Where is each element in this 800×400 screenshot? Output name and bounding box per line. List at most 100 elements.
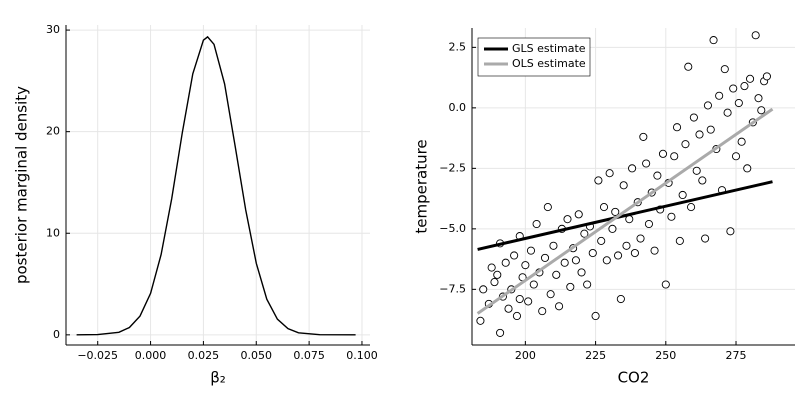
point bbox=[560, 258, 569, 267]
point bbox=[566, 282, 575, 291]
point bbox=[574, 210, 583, 219]
point bbox=[549, 241, 558, 250]
point bbox=[532, 219, 541, 229]
point bbox=[501, 258, 510, 267]
point bbox=[628, 164, 637, 173]
x-tick-label: 0.000 bbox=[135, 349, 167, 362]
point bbox=[571, 256, 580, 265]
point bbox=[552, 270, 561, 279]
point bbox=[644, 219, 653, 229]
y-tick-label: 2.5 bbox=[449, 40, 467, 53]
fit-line bbox=[477, 180, 773, 251]
x-axis-label: β₂ bbox=[210, 369, 226, 387]
y-tick-label: 10 bbox=[46, 226, 60, 239]
x-axis-label: CO2 bbox=[618, 369, 650, 387]
point bbox=[731, 152, 741, 161]
legend-label: OLS estimate bbox=[512, 57, 586, 70]
y-tick-label: −2.5 bbox=[439, 161, 466, 174]
point bbox=[703, 101, 712, 110]
x-tick-label: 0.025 bbox=[188, 349, 220, 362]
legend-box bbox=[477, 37, 591, 77]
point bbox=[675, 236, 684, 245]
fit-line bbox=[476, 107, 774, 315]
point bbox=[591, 311, 600, 321]
x-tick-label: 275 bbox=[726, 349, 747, 362]
point bbox=[602, 256, 611, 265]
point bbox=[650, 246, 659, 255]
y-tick-label: 0 bbox=[53, 328, 60, 341]
point bbox=[622, 241, 631, 250]
legend-label: GLS estimate bbox=[512, 42, 586, 55]
point bbox=[543, 203, 552, 212]
x-tick-label: −0.025 bbox=[77, 349, 118, 362]
point bbox=[698, 176, 707, 185]
point bbox=[588, 248, 597, 258]
point bbox=[684, 62, 693, 71]
point bbox=[512, 311, 521, 321]
point bbox=[692, 166, 701, 175]
point bbox=[526, 246, 536, 255]
y-axis-label: posterior marginal density bbox=[13, 86, 31, 284]
point bbox=[608, 224, 617, 233]
point bbox=[546, 290, 555, 299]
point bbox=[580, 229, 589, 238]
point bbox=[667, 212, 676, 221]
point bbox=[740, 82, 749, 91]
point bbox=[746, 74, 755, 83]
point bbox=[614, 251, 623, 260]
point bbox=[479, 285, 488, 294]
point bbox=[639, 132, 648, 141]
point bbox=[757, 106, 766, 115]
point bbox=[619, 181, 628, 190]
point bbox=[672, 123, 682, 132]
point bbox=[737, 137, 746, 146]
point bbox=[577, 268, 586, 277]
point bbox=[670, 152, 679, 161]
point bbox=[555, 302, 564, 311]
point bbox=[476, 316, 485, 325]
point bbox=[599, 203, 609, 212]
x-tick-label: 0.050 bbox=[241, 349, 273, 362]
point bbox=[762, 72, 771, 81]
point bbox=[594, 176, 603, 185]
point bbox=[720, 65, 729, 74]
x-tick-label: 0.075 bbox=[293, 349, 325, 362]
point bbox=[521, 261, 530, 270]
point bbox=[687, 203, 696, 212]
point bbox=[701, 234, 710, 243]
point bbox=[493, 270, 502, 279]
point bbox=[689, 113, 698, 122]
x-tick-label: 200 bbox=[515, 349, 536, 362]
y-tick-label: 30 bbox=[46, 23, 60, 36]
point bbox=[496, 328, 505, 337]
point bbox=[504, 304, 513, 313]
point bbox=[515, 294, 524, 304]
point bbox=[706, 125, 715, 134]
point bbox=[540, 253, 550, 262]
point bbox=[605, 169, 614, 178]
point bbox=[751, 31, 760, 40]
y-tick-label: −5.0 bbox=[439, 222, 466, 235]
point bbox=[529, 280, 538, 289]
point bbox=[743, 164, 752, 173]
point bbox=[642, 159, 651, 168]
point bbox=[583, 280, 592, 289]
point bbox=[681, 140, 690, 149]
point bbox=[723, 108, 732, 117]
point bbox=[510, 251, 519, 260]
x-tick-label: 250 bbox=[655, 349, 676, 362]
density-line bbox=[76, 35, 356, 336]
point bbox=[658, 149, 668, 158]
point bbox=[695, 130, 704, 139]
point bbox=[630, 248, 639, 258]
point bbox=[661, 280, 670, 289]
point bbox=[487, 263, 496, 272]
point bbox=[563, 215, 572, 224]
point bbox=[616, 294, 625, 304]
point bbox=[636, 234, 645, 243]
y-tick-label: 0.0 bbox=[449, 101, 467, 114]
point bbox=[754, 94, 763, 103]
y-tick-label: 20 bbox=[46, 125, 60, 138]
point bbox=[538, 307, 547, 316]
